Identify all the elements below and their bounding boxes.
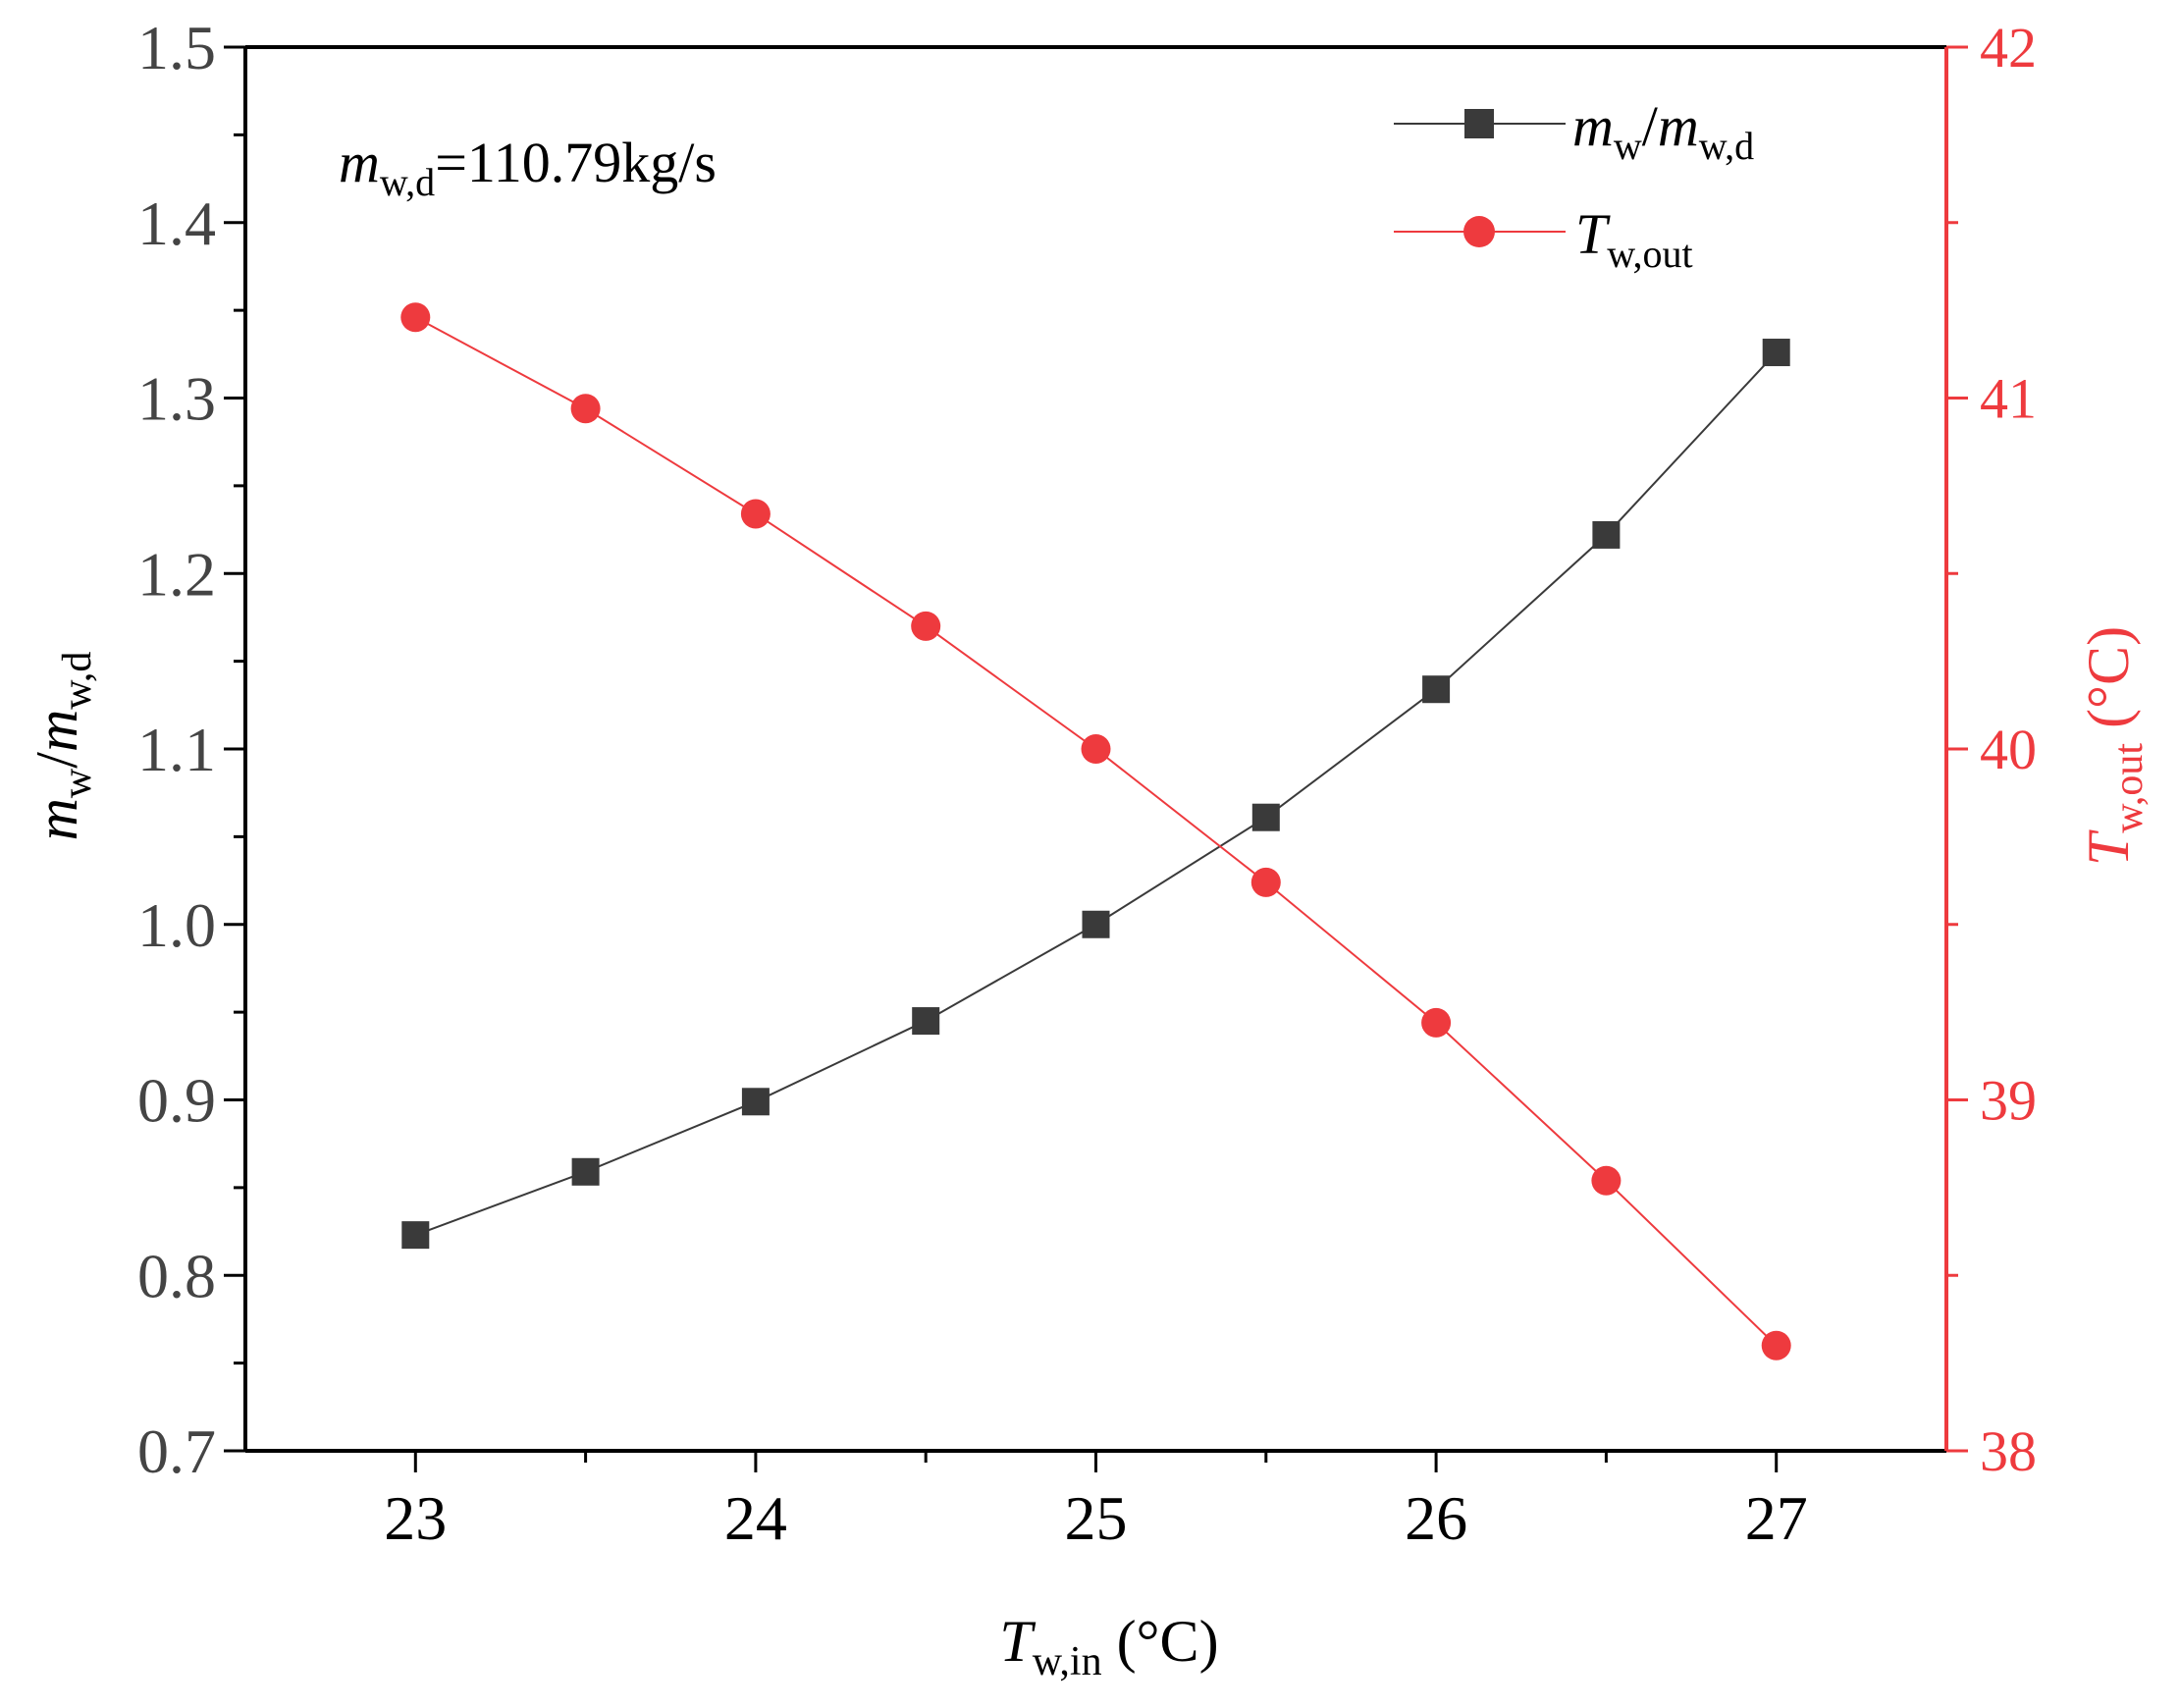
- x-tick-label: 27: [1745, 1483, 1808, 1553]
- plot-area: 23 24 25 26 27 0.7 0.8 0.9 1.0 1.1 1.2 1.3 1.4 1.5 38 3…: [137, 13, 2037, 1553]
- x-tick-label: 25: [1065, 1483, 1128, 1553]
- y-tick-label: 1.4: [137, 188, 216, 258]
- data-point-square: [1422, 675, 1451, 704]
- y2-tick-label: 39: [1980, 1069, 2037, 1133]
- y2-tick-label: 42: [1980, 16, 2037, 80]
- y-axis-title: mw/mw,d: [25, 652, 100, 841]
- legend-marker-circle: [1463, 216, 1495, 247]
- series-line-1: [414, 316, 1778, 1347]
- data-point-circle: [1761, 1330, 1791, 1361]
- y-tick-label: 1.1: [137, 715, 216, 784]
- x-tick-label: 26: [1405, 1483, 1467, 1553]
- data-point-circle: [1081, 734, 1111, 764]
- data-point-square: [1592, 520, 1621, 549]
- data-point-square: [1082, 910, 1110, 938]
- data-point-circle: [570, 394, 601, 424]
- legend-label-tout: Tw,out: [1575, 202, 1693, 276]
- x-tick-label: 24: [724, 1483, 787, 1553]
- y-tick-label: 0.8: [137, 1241, 216, 1310]
- legend-label-mw: mw/mw,d: [1572, 94, 1754, 168]
- data-point-circle: [1421, 1007, 1452, 1038]
- data-point-square: [1251, 803, 1280, 831]
- data-point-circle: [400, 302, 431, 333]
- y2-tick-label: 41: [1980, 367, 2037, 431]
- y-tick-label: 1.5: [137, 13, 216, 82]
- data-point-square: [1762, 339, 1790, 367]
- x-axis-title: Tw,in (°C): [999, 1609, 1218, 1684]
- y2-tick-label: 38: [1980, 1419, 2037, 1483]
- y-tick-label: 0.9: [137, 1066, 216, 1136]
- data-point-circle: [1591, 1165, 1622, 1196]
- series-line-0: [414, 351, 1778, 1237]
- y2-tick-label: 40: [1980, 718, 2037, 781]
- data-point-square: [912, 1007, 940, 1036]
- y-tick-label: 1.3: [137, 364, 216, 434]
- y-tick-label: 0.7: [137, 1416, 216, 1486]
- y-tick-label: 1.2: [137, 539, 216, 609]
- data-point-square: [571, 1157, 600, 1186]
- legend-marker-square: [1464, 109, 1494, 138]
- data-point-circle: [740, 499, 771, 529]
- data-point-square: [401, 1221, 430, 1250]
- annotation-text: mw,d=110.79kg/s: [339, 131, 717, 204]
- y-tick-label: 1.0: [137, 890, 216, 960]
- data-point-circle: [1250, 867, 1281, 897]
- legend: mw/mw,d Tw,out: [1394, 94, 1754, 276]
- y2-axis-title: Tw,out (°C): [2076, 626, 2152, 866]
- data-point-square: [741, 1088, 770, 1116]
- data-point-circle: [911, 611, 941, 641]
- x-tick-label: 23: [384, 1483, 447, 1553]
